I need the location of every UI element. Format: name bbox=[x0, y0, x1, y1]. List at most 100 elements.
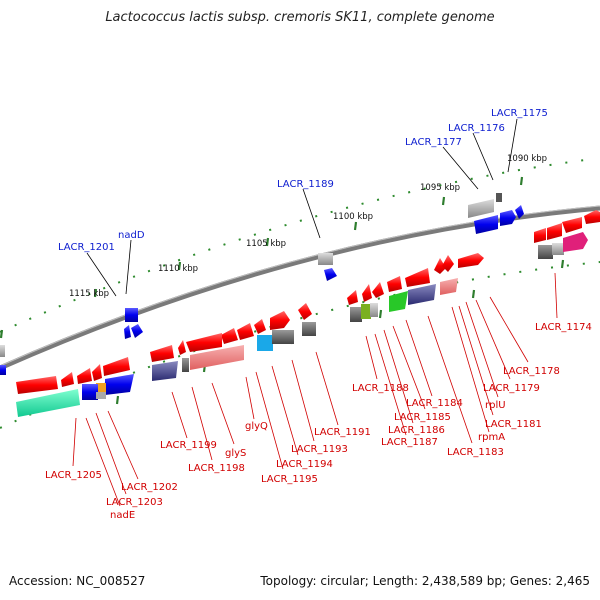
gene-label[interactable]: nadE bbox=[110, 510, 135, 521]
gene-box[interactable] bbox=[350, 307, 362, 322]
gene-arrow[interactable] bbox=[547, 223, 562, 240]
feature-boxes bbox=[0, 278, 458, 417]
gene-label[interactable]: LACR_1198 bbox=[188, 463, 245, 474]
gene-label[interactable]: LACR_1181 bbox=[485, 419, 542, 430]
gene-arrow[interactable] bbox=[324, 268, 337, 281]
gene-arrow[interactable] bbox=[298, 303, 312, 320]
gene-label[interactable]: LACR_1189 bbox=[277, 179, 334, 190]
gene-arrow[interactable] bbox=[152, 361, 178, 381]
gene-label[interactable]: LACR_1178 bbox=[503, 366, 560, 377]
gene-arrow[interactable] bbox=[372, 282, 384, 298]
scale-major-ticks bbox=[0, 176, 524, 339]
gene-arrow[interactable] bbox=[500, 210, 516, 226]
bottom-leader-lines bbox=[72, 272, 558, 507]
gene-label[interactable]: LACR_1184 bbox=[406, 398, 463, 409]
gene-label[interactable]: LACR_1195 bbox=[261, 474, 318, 485]
gene-arrow[interactable] bbox=[389, 291, 408, 312]
map-title: Lactococcus lactis subsp. cremoris SK11,… bbox=[105, 10, 495, 25]
gene-box[interactable] bbox=[318, 253, 333, 265]
gene-arrow[interactable] bbox=[77, 368, 92, 384]
gene-label[interactable]: LACR_1174 bbox=[535, 322, 592, 333]
gene-label[interactable]: glyS bbox=[225, 448, 246, 459]
gene-box[interactable] bbox=[552, 243, 564, 255]
scale-label: 1100 kbp bbox=[333, 212, 373, 222]
gene-arrow[interactable] bbox=[468, 199, 494, 218]
blue-gene-arrows bbox=[124, 205, 524, 339]
gene-arrow[interactable] bbox=[92, 364, 102, 381]
gene-label[interactable]: nadD bbox=[118, 230, 145, 241]
gene-box[interactable] bbox=[0, 365, 6, 375]
gene-box[interactable] bbox=[538, 245, 553, 259]
gene-label[interactable]: LACR_1202 bbox=[121, 482, 178, 493]
gene-arrow[interactable] bbox=[105, 374, 134, 395]
gene-arrow[interactable] bbox=[186, 333, 222, 352]
scale-label: 1115 kbp bbox=[69, 289, 109, 299]
gene-arrow[interactable] bbox=[237, 323, 254, 340]
gene-box[interactable] bbox=[257, 335, 273, 351]
gene-arrow[interactable] bbox=[563, 232, 588, 252]
gene-box[interactable] bbox=[182, 358, 189, 372]
topology-label: Topology: circular; Length: 2,438,589 bp… bbox=[260, 574, 590, 588]
gene-box[interactable] bbox=[0, 345, 5, 357]
gene-label[interactable]: LACR_1177 bbox=[405, 137, 462, 148]
gene-arrow[interactable] bbox=[562, 217, 582, 233]
gene-arrow[interactable] bbox=[61, 372, 74, 387]
gene-label[interactable]: LACR_1201 bbox=[58, 242, 115, 253]
gene-label[interactable]: LACR_1194 bbox=[276, 459, 333, 470]
gene-label[interactable]: LACR_1191 bbox=[314, 427, 371, 438]
gene-arrow[interactable] bbox=[405, 268, 430, 287]
gene-label[interactable]: LACR_1176 bbox=[448, 123, 505, 134]
gene-box[interactable] bbox=[370, 303, 378, 317]
gene-box[interactable] bbox=[302, 322, 316, 336]
gene-arrow[interactable] bbox=[124, 325, 131, 339]
gene-label[interactable]: LACR_1179 bbox=[483, 383, 540, 394]
gene-arrow[interactable] bbox=[131, 324, 143, 338]
gene-arrow[interactable] bbox=[254, 319, 266, 334]
gene-arrow[interactable] bbox=[178, 340, 186, 355]
gene-box[interactable] bbox=[272, 330, 294, 344]
gene-label[interactable]: LACR_1187 bbox=[381, 437, 438, 448]
gene-label[interactable]: LACR_1183 bbox=[447, 447, 504, 458]
gene-arrow[interactable] bbox=[150, 345, 174, 362]
gene-arrow[interactable] bbox=[408, 284, 436, 305]
gene-arrow[interactable] bbox=[434, 258, 446, 274]
gene-arrow[interactable] bbox=[16, 376, 58, 394]
gene-box[interactable] bbox=[496, 193, 502, 202]
accession-label: Accession: NC_008527 bbox=[9, 574, 146, 588]
gene-label[interactable]: LACR_1185 bbox=[394, 412, 451, 423]
gene-arrow[interactable] bbox=[474, 215, 498, 234]
gene-arrow[interactable] bbox=[440, 278, 458, 295]
gene-arrow[interactable] bbox=[534, 228, 546, 243]
gene-arrow[interactable] bbox=[190, 345, 244, 370]
gene-box[interactable] bbox=[125, 308, 138, 322]
gene-arrow[interactable] bbox=[387, 276, 402, 292]
gene-arrow[interactable] bbox=[362, 284, 372, 302]
inner-major-ticks bbox=[115, 259, 565, 405]
gene-arrow[interactable] bbox=[584, 210, 600, 224]
red-gene-arrows bbox=[16, 210, 600, 394]
gene-box[interactable] bbox=[82, 384, 98, 400]
gene-arrow[interactable] bbox=[16, 389, 80, 417]
forward-genes bbox=[0, 193, 588, 357]
gene-box[interactable] bbox=[361, 304, 371, 319]
gene-label[interactable]: LACR_1175 bbox=[491, 108, 548, 119]
gene-arrow[interactable] bbox=[515, 205, 524, 219]
gene-label[interactable]: glyQ bbox=[245, 421, 268, 432]
gene-arrow[interactable] bbox=[347, 290, 358, 305]
gene-label[interactable]: LACR_1205 bbox=[45, 470, 102, 481]
scale-label: 1105 kbp bbox=[246, 239, 286, 249]
gene-arrow[interactable] bbox=[270, 311, 290, 330]
gene-label[interactable]: LACR_1188 bbox=[352, 383, 409, 394]
gene-arrow[interactable] bbox=[458, 253, 484, 268]
gene-box[interactable] bbox=[96, 383, 106, 393]
gene-arrow[interactable] bbox=[221, 328, 238, 344]
gene-label[interactable]: LACR_1186 bbox=[388, 425, 445, 436]
gene-label[interactable]: rplU bbox=[485, 400, 506, 411]
gene-arrow[interactable] bbox=[103, 357, 130, 376]
gene-label[interactable]: LACR_1199 bbox=[160, 440, 217, 451]
gene-label[interactable]: LACR_1193 bbox=[291, 444, 348, 455]
gene-arrow[interactable] bbox=[442, 255, 454, 272]
gene-label[interactable]: rpmA bbox=[478, 432, 505, 443]
gene-box[interactable] bbox=[96, 392, 106, 399]
gene-label[interactable]: LACR_1203 bbox=[106, 497, 163, 508]
